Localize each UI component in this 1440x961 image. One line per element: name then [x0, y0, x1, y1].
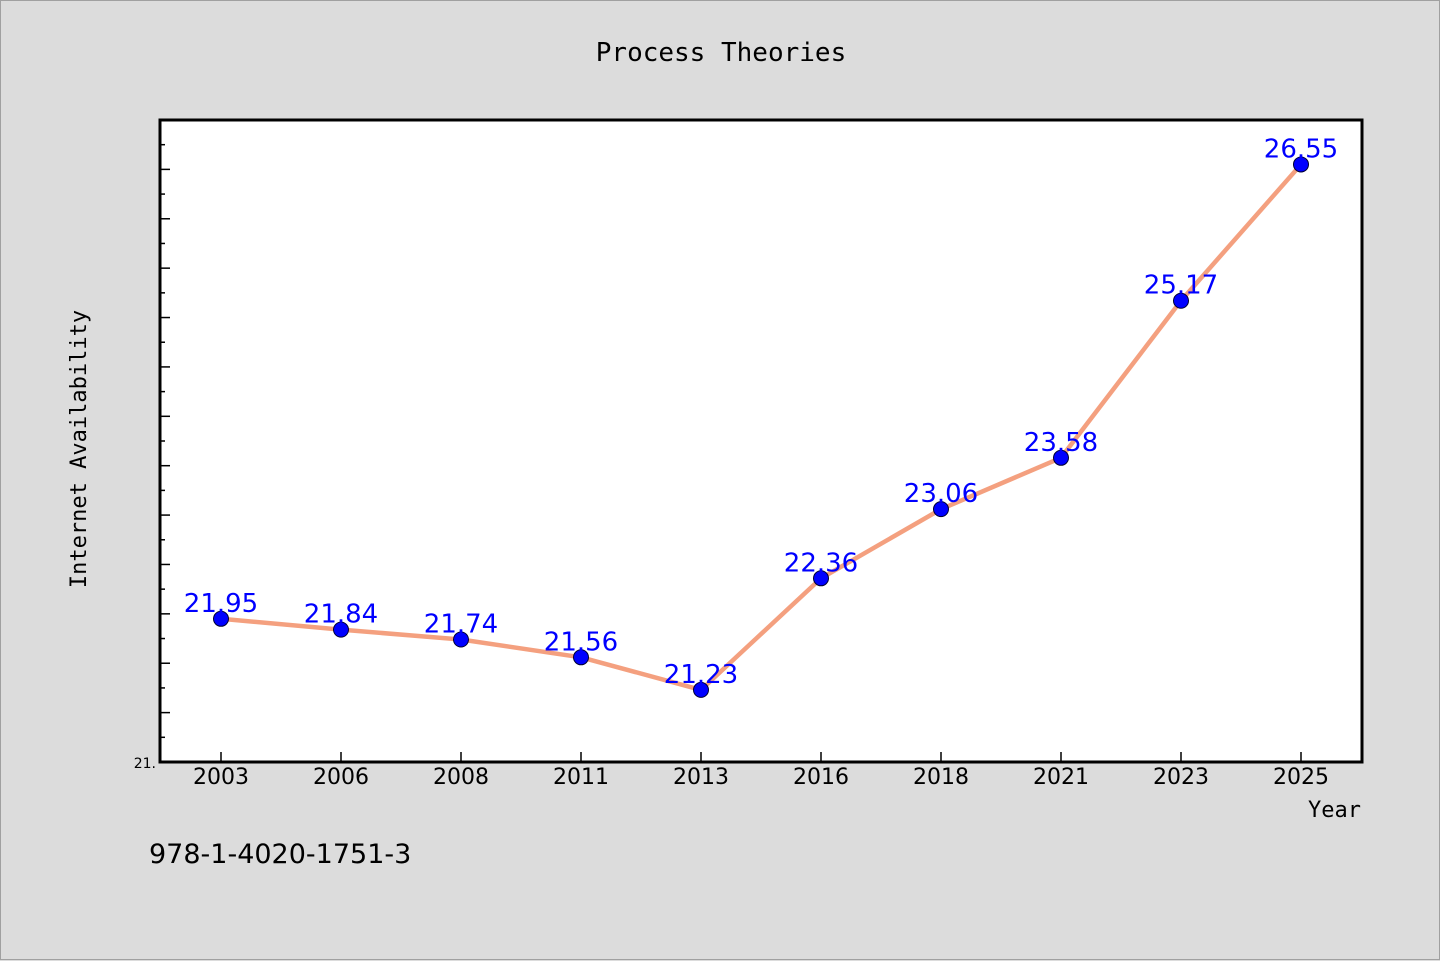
- data-markers: [213, 156, 1309, 698]
- data-point-marker: [1293, 156, 1309, 173]
- data-point-marker: [1053, 449, 1069, 466]
- data-point-marker: [693, 681, 709, 698]
- plot-area: [158, 118, 1364, 764]
- x-tick-label: 2018: [913, 765, 969, 790]
- x-tick-label: 2011: [553, 765, 609, 790]
- data-point-marker: [573, 649, 589, 666]
- data-label: 23.06: [904, 479, 978, 509]
- data-point-marker: [1173, 292, 1189, 309]
- data-label: 21.95: [184, 589, 258, 619]
- data-point-marker: [333, 621, 349, 638]
- data-label: 22.36: [784, 548, 858, 578]
- x-tick-label: 2006: [313, 765, 369, 790]
- x-tick-label: 2016: [793, 765, 849, 790]
- x-axis-label: Year: [1308, 798, 1361, 823]
- data-point-marker: [213, 610, 229, 627]
- data-label: 25.17: [1144, 271, 1218, 301]
- data-label: 21.23: [664, 660, 738, 690]
- isbn-footer: 978-1-4020-1751-3: [149, 839, 411, 870]
- x-tick-label: 2023: [1153, 765, 1209, 790]
- y-axis-ticks: [160, 119, 170, 763]
- series-line: [220, 162, 1303, 693]
- data-point-marker: [453, 631, 469, 648]
- x-tick-label: 2013: [673, 765, 729, 790]
- y-tick-label: 21.: [134, 756, 156, 772]
- data-label: 21.56: [544, 627, 618, 657]
- data-label: 21.74: [424, 610, 498, 640]
- y-axis-label: Internet Availability: [67, 310, 92, 588]
- x-tick-label: 2008: [433, 765, 489, 790]
- data-labels: 21.95 21.84 21.74 21.56 21.23 22.36 23.06 23.58…: [184, 134, 1338, 689]
- x-tick-label: 2025: [1273, 765, 1329, 790]
- x-axis-tick-labels: 2003 2006 2008 2011 2013 2016 2018 2021 2023 2025: [193, 765, 1329, 790]
- x-tick-label: 2003: [193, 765, 249, 790]
- data-label: 23.58: [1024, 428, 1098, 458]
- data-point-marker: [813, 570, 829, 587]
- data-label: 21.84: [304, 600, 378, 630]
- x-tick-label: 2021: [1033, 765, 1089, 790]
- chart-title: Process Theories: [596, 38, 846, 68]
- data-label: 26.55: [1264, 134, 1338, 164]
- data-point-marker: [933, 501, 949, 518]
- x-axis-ticks: [220, 752, 1302, 762]
